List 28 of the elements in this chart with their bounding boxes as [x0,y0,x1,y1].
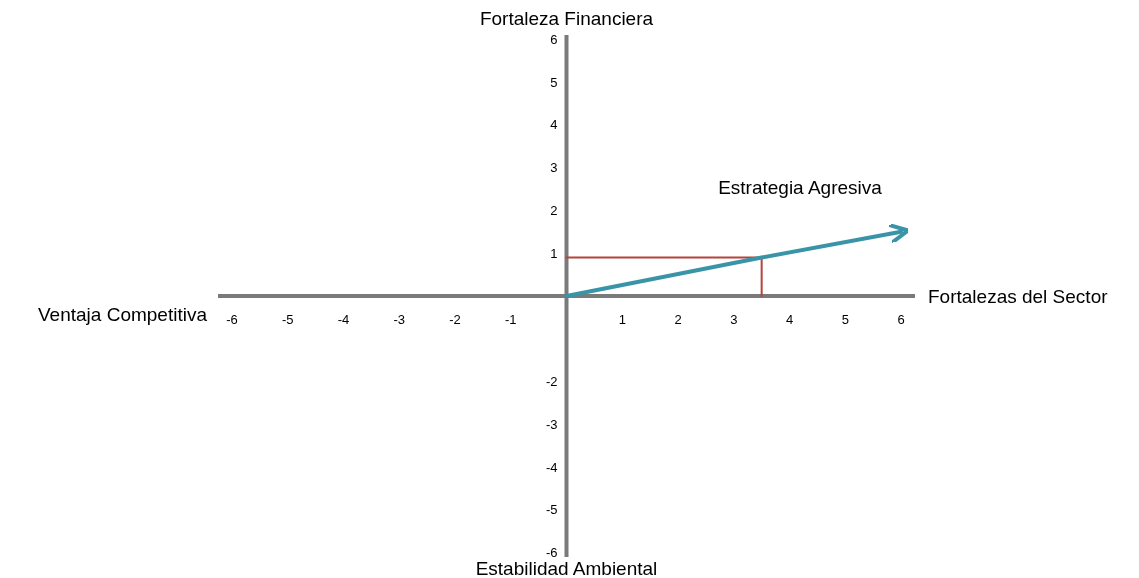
y-axis-title: Fortaleza Financiera [479,8,654,29]
x-tick-label: -5 [281,312,294,327]
y-tick-label: 2 [550,202,558,218]
x-tick-label: -1 [504,312,517,327]
x-tick-label: 5 [841,312,849,327]
y-tick-label: 6 [550,31,558,47]
y-tick-label: -3 [545,416,558,432]
x-tick-label: 4 [785,312,794,327]
x-tick-label: 1 [618,312,626,327]
y-tick-label: -5 [545,502,558,518]
text: Ventaja Competitiva [38,303,208,325]
x-axis-title: Fortalezas del Sector [928,285,1109,307]
y-tick-label: 3 [550,160,558,176]
y-tick-label: 4 [550,117,558,133]
annotation: Estrategia Agresiva [718,176,883,198]
text: Estabilidad Ambiental [475,558,658,578]
x-tick-label: -2 [449,312,461,327]
y-tick-label: 5 [550,74,558,90]
x-tick-label: 2 [674,312,682,327]
y-tick-label: -6 [545,545,558,561]
x-tick-label: -4 [337,312,350,327]
y-tick-label: 1 [550,245,558,261]
x-tick-label: 6 [897,312,905,327]
y-tick-label: -4 [545,459,558,475]
y-tick-label: -2 [545,374,558,390]
x-tick-label: 3 [730,312,738,327]
x-tick-label: -3 [393,312,405,327]
x-tick-label: -6 [226,312,238,327]
